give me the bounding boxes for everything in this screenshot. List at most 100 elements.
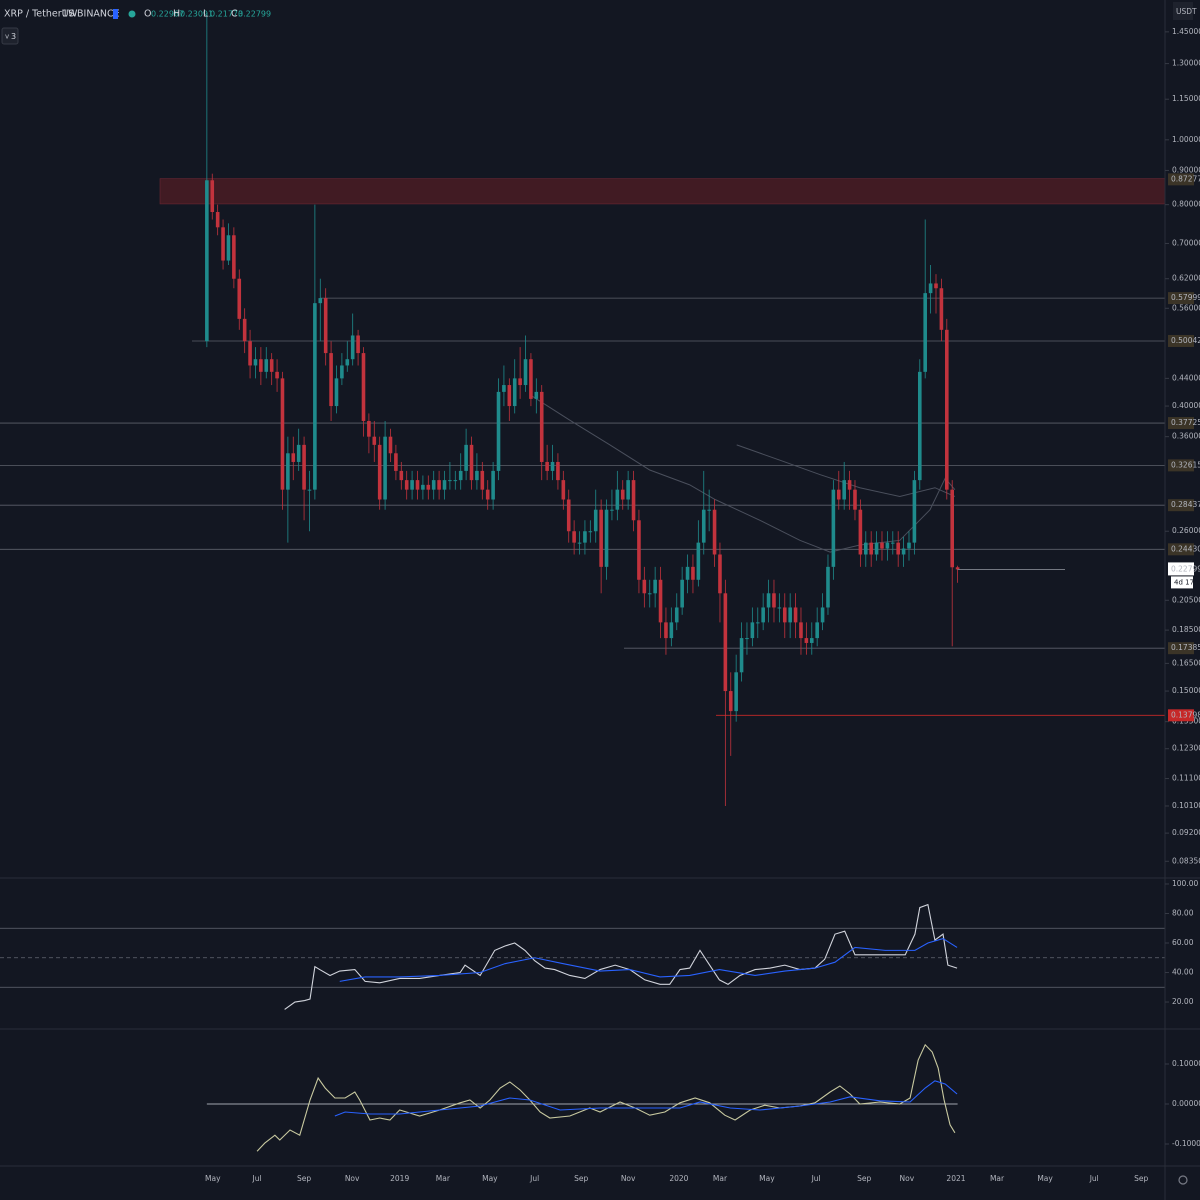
x-tick-label: Sep	[297, 1174, 311, 1183]
candle-body	[561, 480, 566, 500]
unit-label: USDT	[1176, 7, 1197, 16]
candle-body	[917, 371, 922, 481]
candle-body	[556, 461, 560, 481]
candle-body	[237, 278, 242, 319]
candle-body	[264, 359, 269, 372]
price-label-box	[1168, 543, 1194, 556]
candle-body	[431, 480, 436, 490]
candle-body	[890, 542, 895, 544]
x-tick-label: Mar	[436, 1174, 451, 1183]
y-tick-label: 1.00000	[1172, 135, 1200, 144]
candle-body	[599, 509, 603, 567]
x-tick-label: Mar	[713, 1174, 728, 1183]
candle-body	[804, 638, 809, 643]
candle-body	[469, 444, 474, 481]
candle-body	[226, 235, 231, 261]
candle-body	[318, 298, 323, 304]
candle-body	[523, 359, 528, 386]
candle-body	[404, 480, 409, 490]
price-label: 0.17385	[1171, 643, 1200, 652]
candle-body	[286, 453, 290, 490]
price-label-box	[1168, 499, 1194, 512]
y-tick-label: 0.40000	[1172, 401, 1200, 410]
candle-body	[291, 453, 296, 462]
candle-body	[728, 691, 733, 712]
candle-body	[604, 509, 609, 567]
price-label-box	[1168, 709, 1194, 722]
candle-body	[869, 542, 873, 555]
candle-body	[766, 593, 771, 608]
candle-body	[577, 542, 582, 544]
ohlc-value: 0.21773	[210, 10, 243, 19]
candle-body	[377, 444, 382, 500]
candle-body	[923, 293, 927, 372]
candle-body	[334, 378, 339, 407]
x-tick-label: 2020	[669, 1174, 688, 1183]
candle-body	[442, 480, 447, 490]
candle-body	[507, 385, 512, 407]
candle-body	[593, 509, 598, 532]
settings-button[interactable]	[1178, 1175, 1188, 1185]
candle-body	[350, 335, 355, 360]
candle-body	[512, 378, 517, 407]
y-tick-label: 0.70000	[1172, 238, 1200, 247]
x-tick-label: Sep	[1134, 1174, 1148, 1183]
candle-body	[448, 480, 452, 482]
candle-body	[491, 470, 495, 500]
candle-body	[658, 579, 663, 623]
candle-body	[453, 480, 458, 482]
candle-body	[210, 180, 215, 213]
toggle-count[interactable]: 3	[11, 32, 16, 41]
candle-body	[853, 489, 857, 510]
candle-body	[496, 391, 501, 471]
candle-body	[367, 420, 371, 437]
plot-area	[0, 12, 1166, 1152]
price-label: 0.32615	[1171, 460, 1200, 469]
candle-body	[788, 607, 792, 623]
x-tick-label: May	[759, 1174, 775, 1183]
y-tick-label: 0.08350	[1172, 856, 1200, 865]
y-tick-label: 0.18500	[1172, 625, 1200, 634]
y-tick-label: 0.12300	[1172, 744, 1200, 753]
candle-body	[680, 579, 684, 608]
legend-toggle[interactable]	[1, 27, 19, 45]
candle-body	[912, 480, 917, 543]
price-label: 0.87277	[1171, 174, 1200, 183]
x-tick-label: 2019	[390, 1174, 409, 1183]
candle-body	[712, 509, 717, 555]
candle-body	[248, 341, 252, 366]
candle-body	[880, 542, 884, 549]
y-tick-label: 80.00	[1172, 908, 1194, 917]
candle-body	[750, 622, 755, 639]
toggle-chevron: v	[5, 33, 9, 41]
candle-body	[782, 607, 787, 623]
candle-body	[583, 531, 587, 543]
candle-body	[896, 542, 900, 555]
current-price-box	[1168, 562, 1194, 576]
y-tick-label: 0.62000	[1172, 274, 1200, 283]
y-tick-label: -0.10000	[1172, 1139, 1200, 1148]
candle-body	[928, 283, 933, 294]
candle-body	[464, 444, 468, 471]
candle-body	[394, 453, 398, 471]
interval[interactable]: 1W	[62, 9, 78, 20]
candle-body	[826, 566, 830, 608]
indicator-line	[256, 1043, 956, 1152]
candle-body	[399, 470, 404, 481]
x-tick-label: May	[1037, 1174, 1053, 1183]
y-tick-label: 40.00	[1172, 968, 1194, 977]
countdown: 4d 17h	[1174, 578, 1198, 586]
y-tick-label: 0.90000	[1172, 165, 1200, 174]
candle-body	[755, 622, 760, 624]
candle-body	[939, 288, 944, 330]
candle-body	[642, 579, 647, 594]
candle-body	[696, 542, 701, 580]
candle-body	[626, 480, 630, 500]
x-tick-label: Nov	[345, 1174, 360, 1183]
y-tick-label: 0.80000	[1172, 200, 1200, 209]
y-tick-label: 60.00	[1172, 938, 1194, 947]
candle-body	[723, 593, 728, 692]
price-label-box	[1168, 334, 1194, 347]
price-label: 0.13798	[1171, 710, 1200, 719]
candle-body	[885, 542, 890, 549]
